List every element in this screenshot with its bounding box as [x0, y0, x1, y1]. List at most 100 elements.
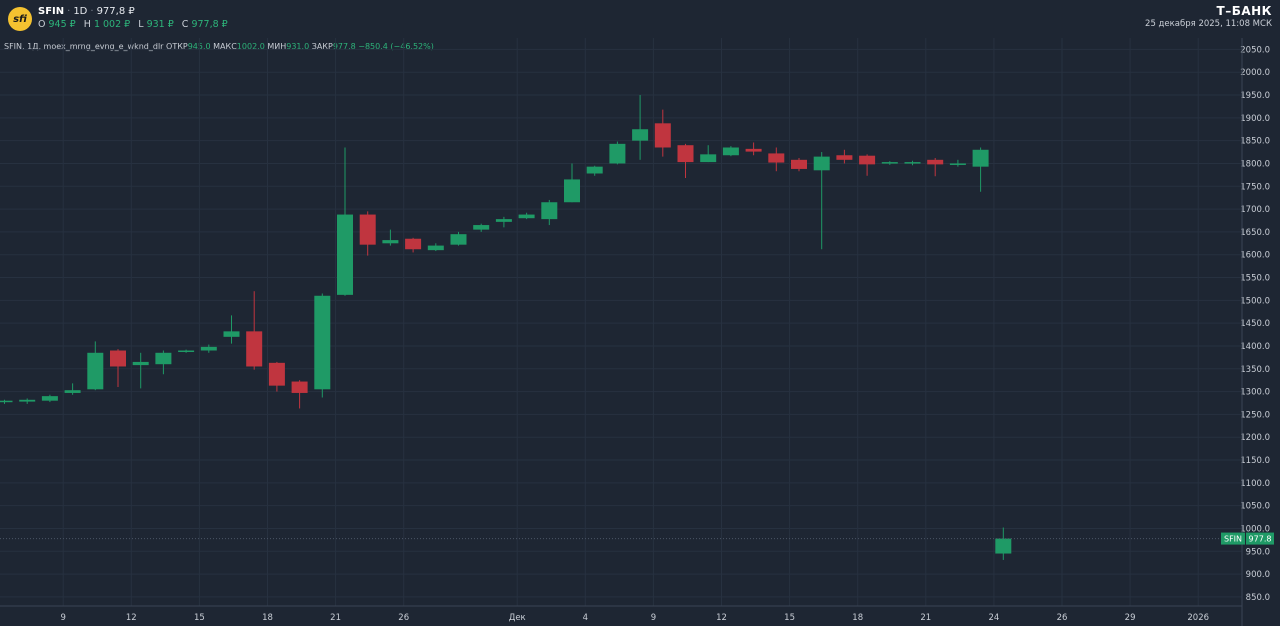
- candle-up: [813, 156, 830, 171]
- series-legend: SFIN, 1Д, moex_mrng_evng_e_wknd_dlr ОТКР…: [4, 42, 434, 51]
- candle-down: [791, 159, 807, 169]
- y-tick-label: 850.0: [1246, 593, 1270, 603]
- ohlc-high-value: 1 002 ₽: [93, 19, 131, 30]
- x-tick-label: 4: [583, 613, 588, 623]
- candle-up: [949, 163, 966, 165]
- candle-up: [87, 352, 104, 390]
- legend-close-value: 977.8: [332, 42, 356, 51]
- y-tick-label: 2050.0: [1240, 45, 1270, 55]
- y-tick-label: 1200.0: [1240, 433, 1270, 443]
- x-tick-label: 21: [330, 613, 341, 623]
- candle-up: [518, 214, 535, 219]
- candle-up: [41, 396, 58, 401]
- y-tick-label: 2000.0: [1240, 68, 1270, 78]
- legend-low-label: МИН: [267, 42, 287, 51]
- x-tick-label: 2026: [1187, 613, 1209, 623]
- x-tick-label: 15: [784, 613, 795, 623]
- candle-up: [314, 295, 331, 390]
- candle-up: [700, 154, 717, 163]
- candle-up: [337, 214, 353, 295]
- candle-down: [654, 123, 671, 148]
- candle-up: [722, 147, 739, 156]
- x-tick-label: 18: [262, 613, 273, 623]
- y-tick-label: 1150.0: [1240, 456, 1270, 466]
- ohlc-low-value: 931 ₽: [146, 19, 174, 30]
- candle-up: [972, 149, 989, 167]
- x-tick-label: 12: [126, 613, 137, 623]
- x-tick-label: 12: [716, 613, 727, 623]
- legend-prefix: SFIN, 1Д, moex_mrng_evng_e_wknd_dlr: [4, 42, 164, 51]
- ohlc-open-label: O: [38, 19, 46, 30]
- y-tick-label: 1950.0: [1240, 91, 1270, 101]
- candle-up: [564, 179, 580, 203]
- legend-change: −850.4 (−46.52%): [358, 42, 434, 51]
- last-value-tag-bg: [1246, 532, 1274, 545]
- candle-down: [110, 350, 126, 367]
- candle-up: [609, 143, 626, 164]
- candle-up: [541, 202, 558, 220]
- candle-up: [632, 129, 649, 141]
- x-tick-label: 29: [1125, 613, 1136, 623]
- candle-up: [132, 361, 149, 366]
- candle-down: [405, 238, 422, 250]
- logo-text: sfi: [13, 13, 27, 25]
- candle-up: [178, 350, 195, 353]
- y-tick-label: 1550.0: [1240, 274, 1270, 284]
- candle-up: [473, 225, 490, 230]
- legend-close-label: ЗАКР: [311, 42, 333, 51]
- series-tag-bg: [1221, 532, 1245, 545]
- candle-down: [745, 148, 762, 152]
- y-tick-label: 950.0: [1246, 547, 1270, 557]
- candle-up: [586, 166, 603, 174]
- candle-up: [0, 400, 13, 403]
- candle-down: [836, 155, 853, 160]
- candle-up: [495, 219, 512, 222]
- datetime-stamp: 25 декабря 2025, 11:08 МСК: [1145, 19, 1272, 29]
- y-tick-label: 1600.0: [1240, 251, 1270, 261]
- x-tick-label: 9: [60, 613, 65, 623]
- x-tick-label: 21: [920, 613, 931, 623]
- legend-open-label: ОТКР: [166, 42, 188, 51]
- candle-up: [450, 234, 467, 245]
- x-tick-label: 26: [1057, 613, 1068, 623]
- x-tick-label: 26: [398, 613, 409, 623]
- y-tick-label: 1400.0: [1240, 342, 1270, 352]
- candle-down: [359, 214, 376, 245]
- y-tick-label: 1350.0: [1240, 365, 1270, 375]
- x-tick-label: 24: [988, 613, 999, 623]
- y-tick-label: 1250.0: [1240, 410, 1270, 420]
- last-value-tag: 977.8: [1249, 535, 1272, 544]
- candle-up: [200, 346, 217, 351]
- candle-down: [268, 362, 285, 386]
- y-tick-label: 1300.0: [1240, 388, 1270, 398]
- chart-header: sfi SFIN · 1D · 977,8 ₽ O 945 ₽ H 1 002 ₽ L …: [0, 0, 1280, 38]
- candle-up: [155, 352, 172, 365]
- y-tick-label: 1000.0: [1240, 524, 1270, 534]
- candle-up: [64, 390, 81, 393]
- candle-up: [223, 331, 240, 337]
- y-tick-label: 1700.0: [1240, 205, 1270, 215]
- y-tick-label: 1050.0: [1240, 502, 1270, 512]
- ticker-line: SFIN · 1D · 977,8 ₽: [38, 6, 135, 17]
- y-tick-label: 1800.0: [1240, 159, 1270, 169]
- legend-high-value: 1002.0: [236, 42, 265, 51]
- y-tick-label: 1450.0: [1240, 319, 1270, 329]
- candle-up: [427, 245, 444, 251]
- x-tick-label: Дек: [509, 613, 526, 623]
- ticker-symbol[interactable]: SFIN: [38, 6, 65, 17]
- brand-logo: Т–БАНК: [1216, 4, 1272, 18]
- current-price: 977,8 ₽: [96, 6, 135, 17]
- x-tick-label: 15: [194, 613, 205, 623]
- timeframe[interactable]: 1D: [73, 6, 88, 17]
- ohlc-low-label: L: [138, 19, 144, 30]
- y-tick-label: 1100.0: [1240, 479, 1270, 489]
- y-tick-label: 900.0: [1246, 570, 1270, 580]
- ohlc-high-label: H: [83, 19, 91, 30]
- candle-up: [995, 538, 1012, 554]
- ticker-logo: sfi: [8, 7, 32, 31]
- ohlc-open-value: 945 ₽: [48, 19, 76, 30]
- candle-down: [768, 153, 785, 163]
- ohlc-close-value: 977,8 ₽: [191, 19, 228, 30]
- y-tick-label: 1900.0: [1240, 114, 1270, 124]
